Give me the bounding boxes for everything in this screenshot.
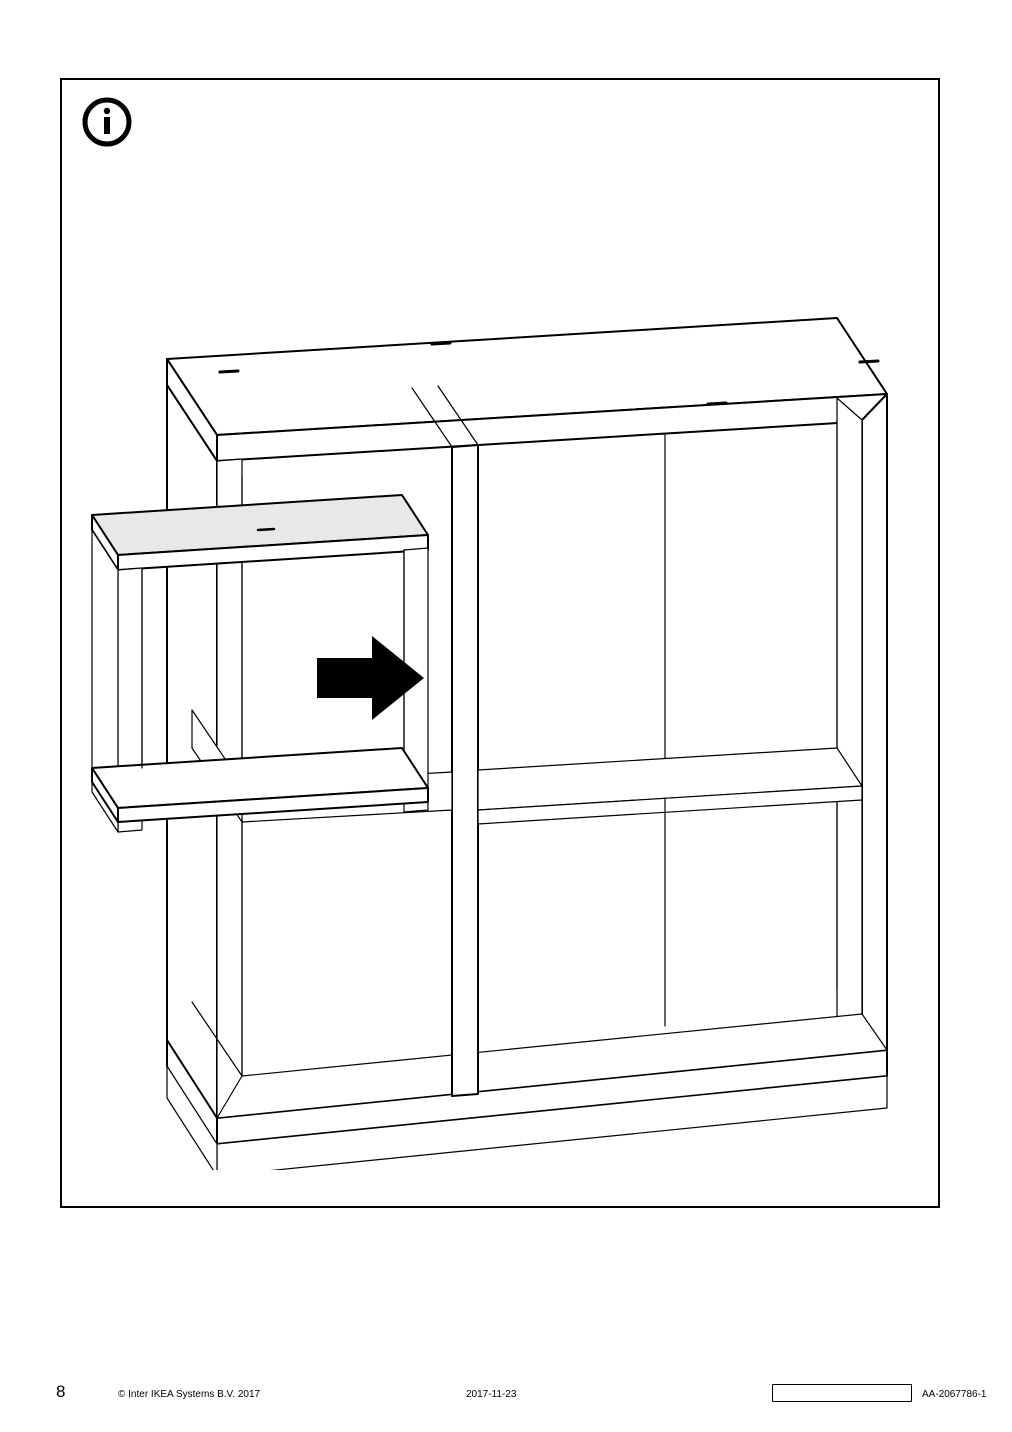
date-text: 2017-11-23 — [466, 1389, 516, 1400]
document-id: AA-2067786-1 — [922, 1389, 987, 1400]
info-icon — [80, 95, 134, 149]
page-footer: 8 © Inter IKEA Systems B.V. 2017 2017-11… — [0, 1372, 1012, 1402]
page: 8 © Inter IKEA Systems B.V. 2017 2017-11… — [0, 0, 1012, 1432]
assembly-diagram — [72, 270, 932, 1170]
copyright-text: © Inter IKEA Systems B.V. 2017 — [118, 1389, 260, 1400]
content-frame — [60, 78, 940, 1208]
footer-blank-box — [772, 1384, 912, 1402]
page-number: 8 — [56, 1382, 65, 1402]
